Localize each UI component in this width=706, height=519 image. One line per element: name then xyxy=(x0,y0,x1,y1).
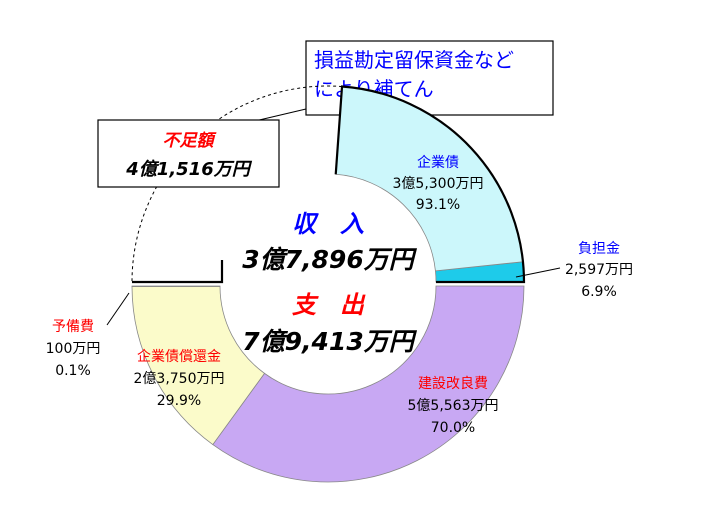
shortfall-box xyxy=(97,119,280,188)
label-yobihi-amount: 100万円 xyxy=(46,341,101,357)
income-total: 3億7,896万円 xyxy=(242,245,417,274)
shortfall-baseline xyxy=(132,260,224,284)
expense-slice-kensetsu xyxy=(212,285,525,483)
label-yobihi: 予備費 100万円 0.1% xyxy=(46,292,130,379)
label-kigyosai: 企業債 3億5,300万円 93.1% xyxy=(393,154,484,213)
label-kensetsu-name: 建設改良費 xyxy=(418,376,488,392)
label-yobihi-percent: 0.1% xyxy=(55,363,91,379)
expense-heading: 支 出 xyxy=(292,291,366,319)
shortfall-label: 不足額 4億1,516万円 xyxy=(97,119,280,188)
label-shokan-name: 企業債償還金 xyxy=(137,348,221,365)
center-totals: 収 入 3億7,896万円 支 出 7億9,413万円 xyxy=(242,210,417,356)
futankin-leader xyxy=(515,267,561,278)
label-kigyosai-amount: 3億5,300万円 xyxy=(393,176,484,192)
label-futankin: 負担金 2,597万円 6.9% xyxy=(515,241,633,300)
callout-pointer xyxy=(254,108,307,122)
label-kensetsu-percent: 70.0% xyxy=(431,420,475,436)
label-kensetsu-amount: 5億5,563万円 xyxy=(408,398,499,414)
slices xyxy=(131,86,525,483)
label-shokan-amount: 2億3,750万円 xyxy=(134,371,225,387)
expense-slice-yobihi xyxy=(131,285,221,288)
label-shokan-percent: 29.9% xyxy=(157,393,201,409)
label-kigyosai-name: 企業債 xyxy=(417,154,459,171)
income-outline xyxy=(334,85,526,284)
shortfall-title: 不足額 xyxy=(163,131,218,151)
income-heading: 収 入 xyxy=(292,210,364,238)
label-futankin-amount: 2,597万円 xyxy=(565,262,633,278)
label-kensetsu: 建設改良費 5億5,563万円 70.0% xyxy=(408,376,499,436)
yobihi-leader xyxy=(106,292,130,326)
label-yobihi-name: 予備費 xyxy=(52,319,94,335)
shortfall-amount: 4億1,516万円 xyxy=(125,159,252,180)
label-futankin-name: 負担金 xyxy=(578,241,620,257)
label-shokan: 企業債償還金 2億3,750万円 29.9% xyxy=(134,348,225,409)
label-futankin-percent: 6.9% xyxy=(581,284,617,300)
expense-total: 7億9,413万円 xyxy=(242,327,417,356)
label-kigyosai-percent: 93.1% xyxy=(416,197,460,213)
callout-text-line1: 損益勘定留保資金など xyxy=(314,48,514,72)
